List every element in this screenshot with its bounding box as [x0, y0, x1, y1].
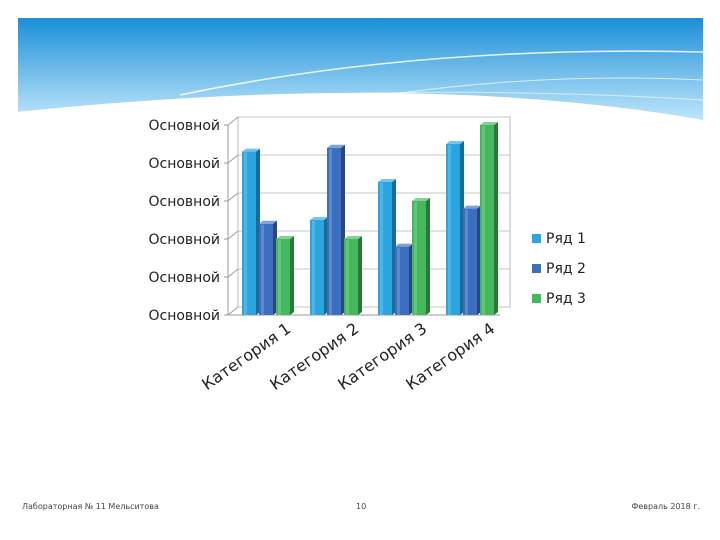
gridline-depth — [227, 268, 239, 278]
bar — [446, 141, 464, 315]
bar-top — [463, 205, 481, 209]
bar — [310, 217, 328, 315]
bar — [463, 205, 481, 315]
chart-legend: Ряд 1 Ряд 2 Ряд 3 — [532, 231, 586, 307]
legend-item: Ряд 2 — [532, 261, 586, 277]
gridline-depth — [227, 116, 239, 126]
chart-bars — [242, 122, 498, 315]
bar-highlight — [448, 145, 451, 315]
gridline-depth — [227, 154, 239, 164]
bar-highlight — [482, 126, 485, 315]
page-number: 10 — [356, 502, 367, 511]
gridline-depth — [227, 230, 239, 240]
bar — [276, 236, 294, 315]
bar — [327, 144, 345, 315]
bar-top — [480, 122, 498, 125]
bar — [242, 148, 260, 315]
bar — [480, 122, 498, 315]
bar-side — [358, 236, 362, 315]
bar-highlight — [312, 221, 315, 315]
bar-top — [344, 236, 362, 239]
bar-highlight — [465, 209, 468, 315]
bar-highlight — [346, 240, 349, 315]
bar-top — [327, 144, 345, 148]
bar — [344, 236, 362, 315]
legend-swatch — [532, 294, 541, 303]
bar-top — [446, 141, 464, 144]
legend-item: Ряд 3 — [532, 291, 586, 307]
bar — [395, 243, 413, 315]
bar-highlight — [261, 224, 264, 315]
bar-top — [395, 243, 413, 247]
legend-item: Ряд 1 — [532, 231, 586, 247]
legend-swatch — [532, 234, 541, 243]
bar — [259, 220, 277, 315]
bar-top — [259, 220, 277, 224]
bar-side — [426, 198, 430, 315]
bar-highlight — [397, 247, 400, 315]
bar-highlight — [380, 183, 383, 315]
bar-side — [494, 122, 498, 315]
y-tick-label: Основной — [148, 194, 220, 210]
footer-left-text: Лабораторная № 11 Мельситова — [22, 502, 159, 511]
header-banner — [17, 18, 704, 120]
bar-highlight — [244, 152, 247, 315]
legend-swatch — [532, 264, 541, 273]
gridline-depth — [227, 192, 239, 202]
bar — [412, 198, 430, 315]
bar-top — [378, 179, 396, 182]
footer-date: Февраль 2018 г. — [631, 502, 700, 511]
bar-side — [290, 236, 294, 315]
legend-label: Ряд 2 — [546, 261, 586, 277]
bar-highlight — [414, 202, 417, 315]
bar-top — [412, 198, 430, 201]
y-tick-label: Основной — [148, 118, 220, 134]
legend-label: Ряд 3 — [546, 291, 586, 307]
y-tick-label: Основной — [148, 308, 220, 324]
bar — [378, 179, 396, 315]
legend-label: Ряд 1 — [546, 231, 586, 247]
bar-top — [310, 217, 328, 220]
bar-highlight — [329, 148, 332, 315]
y-tick-label: Основной — [148, 270, 220, 286]
bar-top — [276, 236, 294, 239]
bar-highlight — [278, 240, 281, 315]
bar-top — [242, 148, 260, 152]
y-tick-label: Основной — [148, 156, 220, 172]
y-tick-label: Основной — [148, 232, 220, 248]
gridline-depth — [227, 306, 239, 316]
